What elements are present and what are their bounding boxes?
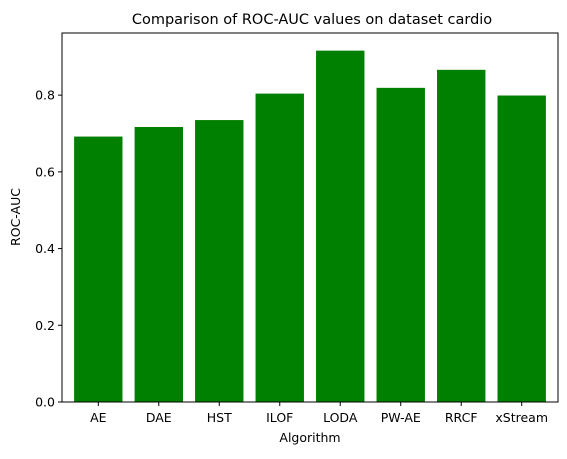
y-tick-label: 0.8 <box>35 88 55 103</box>
y-axis: 0.0 0.2 0.4 0.6 0.8 <box>35 88 62 410</box>
bars-layer <box>74 50 546 403</box>
x-tick-label: LODA <box>323 410 358 425</box>
x-tick-label: ILOF <box>266 410 293 425</box>
y-axis-label: ROC-AUC <box>8 188 23 246</box>
x-axis-label: Algorithm <box>279 430 340 445</box>
y-tick-label: 0.0 <box>35 395 55 410</box>
x-axis: AE DAE HST ILOF LODA PW-AE RRCF xStream <box>90 402 548 425</box>
y-tick-label: 0.6 <box>35 164 55 179</box>
bar-rrcf <box>437 69 486 402</box>
bar-pw-ae <box>376 87 425 402</box>
chart-title: Comparison of ROC-AUC values on dataset … <box>132 12 492 28</box>
bar-ae <box>74 136 123 402</box>
x-tick-label: RRCF <box>445 410 478 425</box>
bar-ilof <box>255 93 304 402</box>
bar-dae <box>134 126 183 402</box>
x-tick-label: PW-AE <box>381 410 421 425</box>
plot-frame <box>61 32 559 403</box>
x-tick-label: HST <box>207 410 232 425</box>
x-tick-label: AE <box>90 410 107 425</box>
bar-loda <box>316 50 365 402</box>
y-tick-label: 0.4 <box>35 241 55 256</box>
bar-hst <box>195 120 244 402</box>
y-tick-label: 0.2 <box>35 318 55 333</box>
x-tick-label: xStream <box>495 410 548 425</box>
x-tick-label: DAE <box>146 410 172 425</box>
bar-xstream <box>497 95 546 403</box>
